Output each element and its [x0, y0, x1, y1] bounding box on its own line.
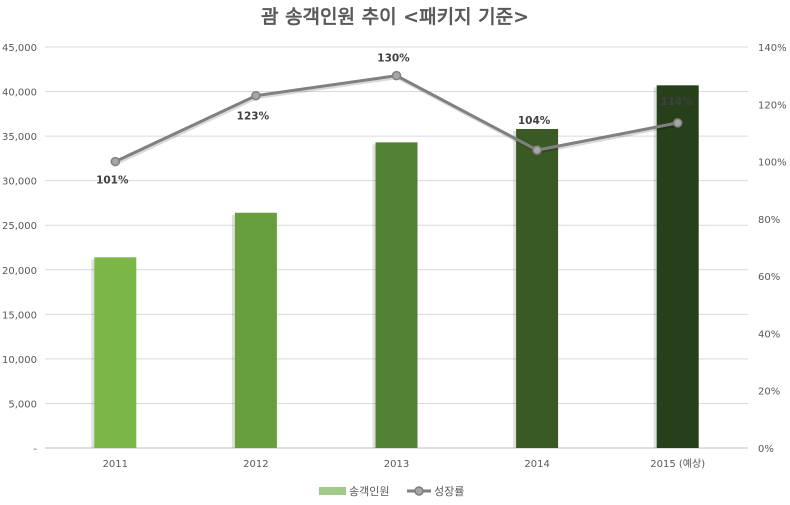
x-axis-tick-label: 2013	[384, 459, 409, 470]
legend-marker-icon	[414, 486, 424, 496]
left-axis-tick-label: -	[33, 444, 37, 455]
right-axis-tick-label: 120%	[758, 100, 787, 111]
left-axis-tick-label: 30,000	[2, 177, 37, 188]
bar-2013	[375, 142, 418, 449]
left-axis-tick-label: 35,000	[2, 132, 37, 143]
right-axis-tick-label: 0%	[758, 444, 774, 455]
legend-label-line: 성장률	[434, 485, 464, 498]
bar-2015 (예상)	[656, 85, 699, 448]
left-axis-tick-label: 10,000	[2, 355, 37, 366]
chart-title: 괌 송객인원 추이 <패키지 기준>	[261, 6, 529, 28]
left-axis-tick-label: 20,000	[2, 266, 37, 277]
data-label: 104%	[518, 115, 551, 127]
x-axis-tick-label: 2012	[243, 459, 268, 470]
data-label: 114%	[660, 96, 693, 108]
right-axis-tick-label: 80%	[758, 215, 780, 226]
bar-2014	[516, 128, 559, 448]
bar-2011	[94, 257, 137, 448]
line-point	[391, 70, 402, 81]
legend-label-bar: 송객인원	[349, 485, 389, 498]
x-axis-tick-label: 2011	[103, 459, 128, 470]
right-axis-tick-label: 140%	[758, 43, 787, 54]
line-point	[672, 118, 683, 128]
x-axis-tick-label: 2015 (예상)	[650, 458, 705, 470]
left-axis-tick-label: 25,000	[2, 221, 37, 232]
legend-bar-swatch	[319, 487, 346, 495]
line-point	[110, 156, 121, 167]
right-axis-tick-label: 60%	[758, 272, 780, 283]
right-axis-tick-label: 40%	[758, 329, 780, 340]
line-point	[532, 145, 542, 155]
data-label: 123%	[237, 111, 270, 123]
left-axis-tick-label: 40,000	[2, 88, 37, 99]
right-axis-tick-label: 100%	[758, 158, 787, 169]
line-point	[251, 90, 261, 101]
data-label: 130%	[377, 53, 410, 65]
left-axis-tick-label: 45,000	[2, 43, 37, 54]
data-label: 101%	[96, 175, 129, 187]
right-axis-tick-label: 20%	[758, 387, 780, 398]
left-axis-tick-label: 15,000	[2, 310, 37, 321]
left-axis-tick-label: 5,000	[8, 399, 37, 410]
bar-2012	[234, 212, 277, 448]
x-axis-tick-label: 2014	[524, 459, 549, 470]
